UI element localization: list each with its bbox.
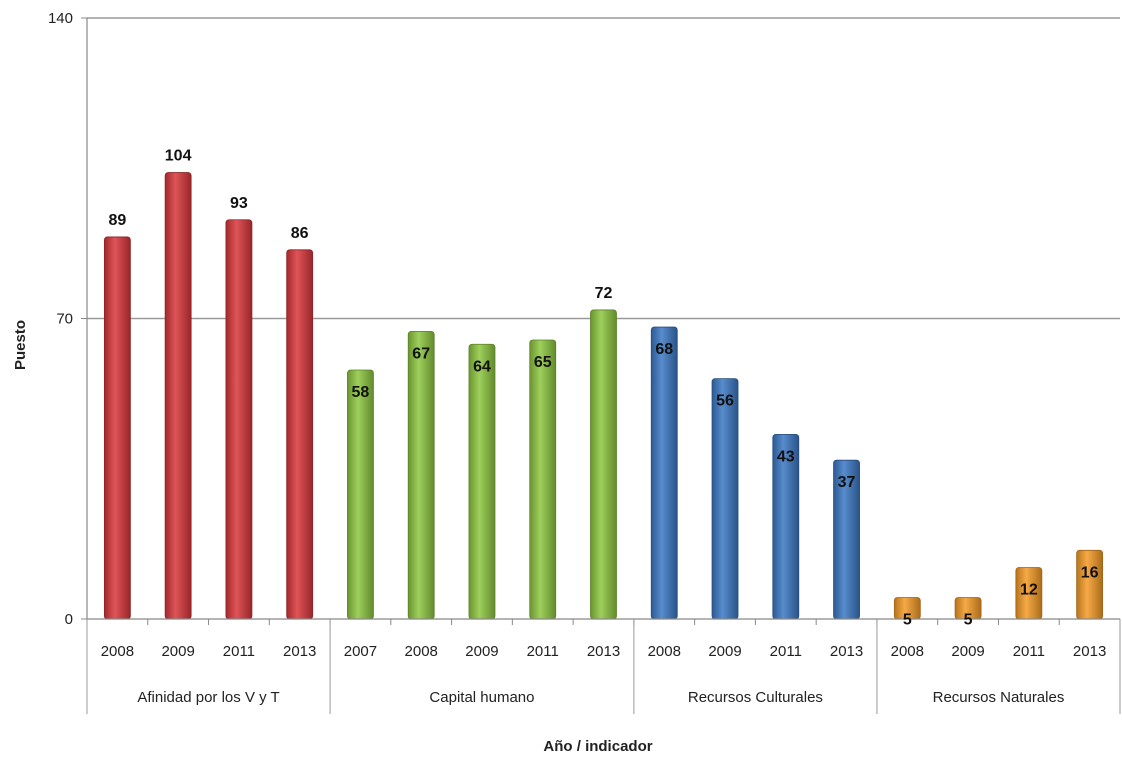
labels: 0 70 140 89 2008 104 2009 93 2011 86 2013 Afinidad …	[48, 10, 1106, 706]
bar-value-label: 72	[595, 285, 613, 302]
bar-value-label: 5	[964, 612, 973, 629]
x-group-label: Recursos Naturales	[933, 689, 1065, 706]
bar-value-label: 58	[352, 384, 370, 401]
bar	[468, 343, 496, 620]
bar-value-label: 93	[230, 195, 248, 212]
y-axis-label: Puesto	[12, 320, 29, 370]
bar-value-label: 86	[291, 225, 309, 242]
x-category-label: 2013	[587, 643, 620, 660]
x-category-label: 2008	[101, 643, 134, 660]
x-axis-label: Año / indicador	[543, 738, 652, 755]
bar	[1076, 549, 1104, 620]
x-category-label: 2011	[223, 643, 255, 660]
x-group-label: Capital humano	[429, 689, 534, 706]
x-category-label: 2013	[830, 643, 863, 660]
bar-value-label: 12	[1020, 581, 1038, 598]
bar	[590, 309, 617, 620]
bar	[164, 172, 192, 620]
y-tick-label: 140	[48, 10, 73, 27]
bar-value-label: 16	[1081, 564, 1099, 581]
x-category-label: 2011	[527, 643, 559, 660]
x-group-label: Recursos Culturales	[688, 689, 823, 706]
y-tick-label: 70	[56, 311, 73, 328]
axes	[81, 17, 1121, 714]
bar-value-label: 5	[903, 612, 912, 629]
bar-value-label: 104	[165, 148, 192, 165]
x-category-label: 2013	[1073, 643, 1106, 660]
bar	[103, 236, 131, 620]
x-category-label: 2011	[1013, 643, 1045, 660]
x-category-label: 2007	[344, 643, 377, 660]
bars	[103, 172, 1104, 620]
x-category-label: 2008	[405, 643, 438, 660]
y-tick-label: 0	[65, 611, 73, 628]
x-category-label: 2008	[891, 643, 924, 660]
bar	[347, 369, 374, 620]
x-category-label: 2011	[770, 643, 802, 660]
bar	[650, 326, 678, 620]
bar-value-label: 67	[412, 345, 430, 362]
bar	[286, 249, 314, 620]
bar-value-label: 65	[534, 354, 552, 371]
bar-value-label: 37	[838, 474, 856, 491]
bar	[529, 339, 557, 620]
x-category-label: 2009	[465, 643, 498, 660]
bar-value-label: 89	[108, 212, 126, 229]
bar	[407, 330, 435, 620]
x-category-label: 2008	[648, 643, 681, 660]
bar-value-label: 68	[655, 341, 673, 358]
x-category-label: 2013	[283, 643, 316, 660]
bar	[225, 219, 253, 620]
bar	[711, 378, 739, 620]
x-category-label: 2009	[161, 643, 194, 660]
bar-value-label: 64	[473, 358, 491, 375]
bar-value-label: 56	[716, 393, 734, 410]
x-category-label: 2009	[708, 643, 741, 660]
bar-value-label: 43	[777, 448, 795, 465]
x-group-label: Afinidad por los V y T	[137, 689, 279, 706]
x-category-label: 2009	[951, 643, 984, 660]
